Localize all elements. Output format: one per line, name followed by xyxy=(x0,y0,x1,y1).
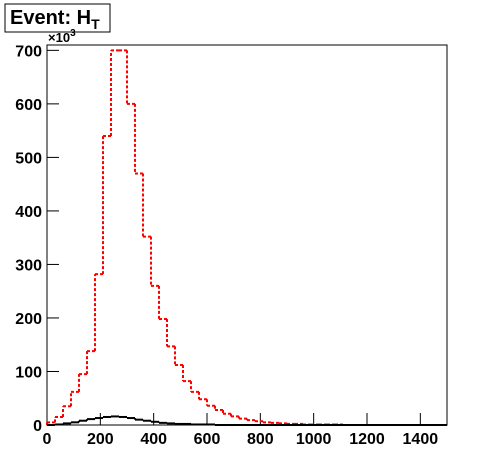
axis-multiplier: ×103 xyxy=(48,28,76,45)
x-tick-label: 800 xyxy=(247,431,274,448)
x-tick-label: 1000 xyxy=(296,431,332,448)
title-box xyxy=(4,3,111,33)
y-tick-label: 700 xyxy=(15,43,42,60)
multiplier-base: ×10 xyxy=(48,30,70,45)
multiplier-exponent: 3 xyxy=(70,28,76,39)
y-tick-label: 100 xyxy=(15,364,42,381)
y-tick-label: 200 xyxy=(15,311,42,328)
x-tick-label: 1400 xyxy=(403,431,439,448)
y-tick-label: 600 xyxy=(15,97,42,114)
x-tick-label: 1200 xyxy=(349,431,385,448)
y-tick-label: 0 xyxy=(33,418,42,435)
x-tick-label: 600 xyxy=(194,431,221,448)
x-tick-label: 400 xyxy=(140,431,167,448)
y-tick-label: 500 xyxy=(15,150,42,167)
title-subscript: T xyxy=(91,16,100,32)
chart-title: Event: HT xyxy=(10,7,100,32)
y-tick-label: 400 xyxy=(15,204,42,221)
x-tick-label: 200 xyxy=(87,431,114,448)
title-main: Event: H xyxy=(10,7,91,29)
y-tick-label: 300 xyxy=(15,257,42,274)
x-tick-label: 0 xyxy=(43,431,52,448)
